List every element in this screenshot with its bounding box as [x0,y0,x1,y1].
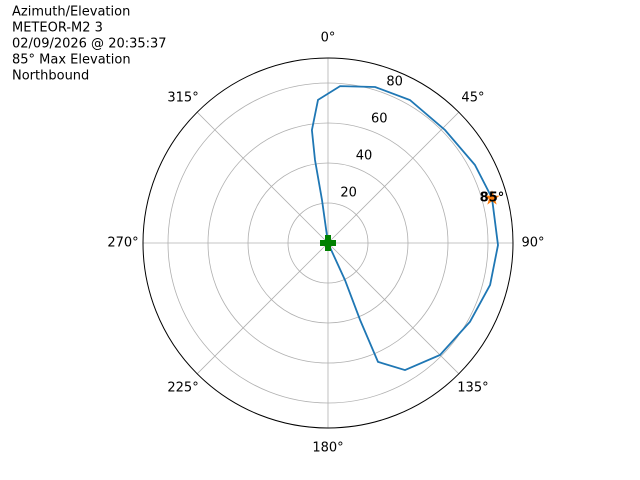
polar-frame [142,57,514,429]
theta-grid-line [196,242,329,375]
theta-tick-label: 90° [521,236,544,251]
title-line: Northbound [12,69,89,84]
r-tick-label: 20 [340,186,357,201]
r-tick-label: 80 [386,75,403,90]
theta-grid-line [327,242,460,375]
theta-tick-label: 315° [167,91,198,106]
r-tick-label: 60 [371,112,388,127]
theta-tick-label: 45° [461,91,484,106]
theta-tick-label: 225° [167,380,198,395]
theta-tick-label: 180° [312,441,343,456]
max-elevation-label: 85° [480,191,505,206]
theta-grid-line [327,111,460,244]
theta-grid-line [196,111,329,244]
theta-tick-label: 270° [107,236,138,251]
title-line: 02/09/2026 @ 20:35:37 [12,37,167,52]
theta-tick-label: 0° [321,31,336,46]
pass-line [310,85,499,372]
title-line: Azimuth/Elevation [12,5,130,20]
theta-tick-label: 135° [457,380,488,395]
max-elevation-marker [484,190,500,205]
start-marker [320,235,336,251]
r-tick-label: 40 [356,149,373,164]
title-line: METEOR-M2 3 [12,21,103,36]
title-line: 85° Max Elevation [12,53,131,68]
